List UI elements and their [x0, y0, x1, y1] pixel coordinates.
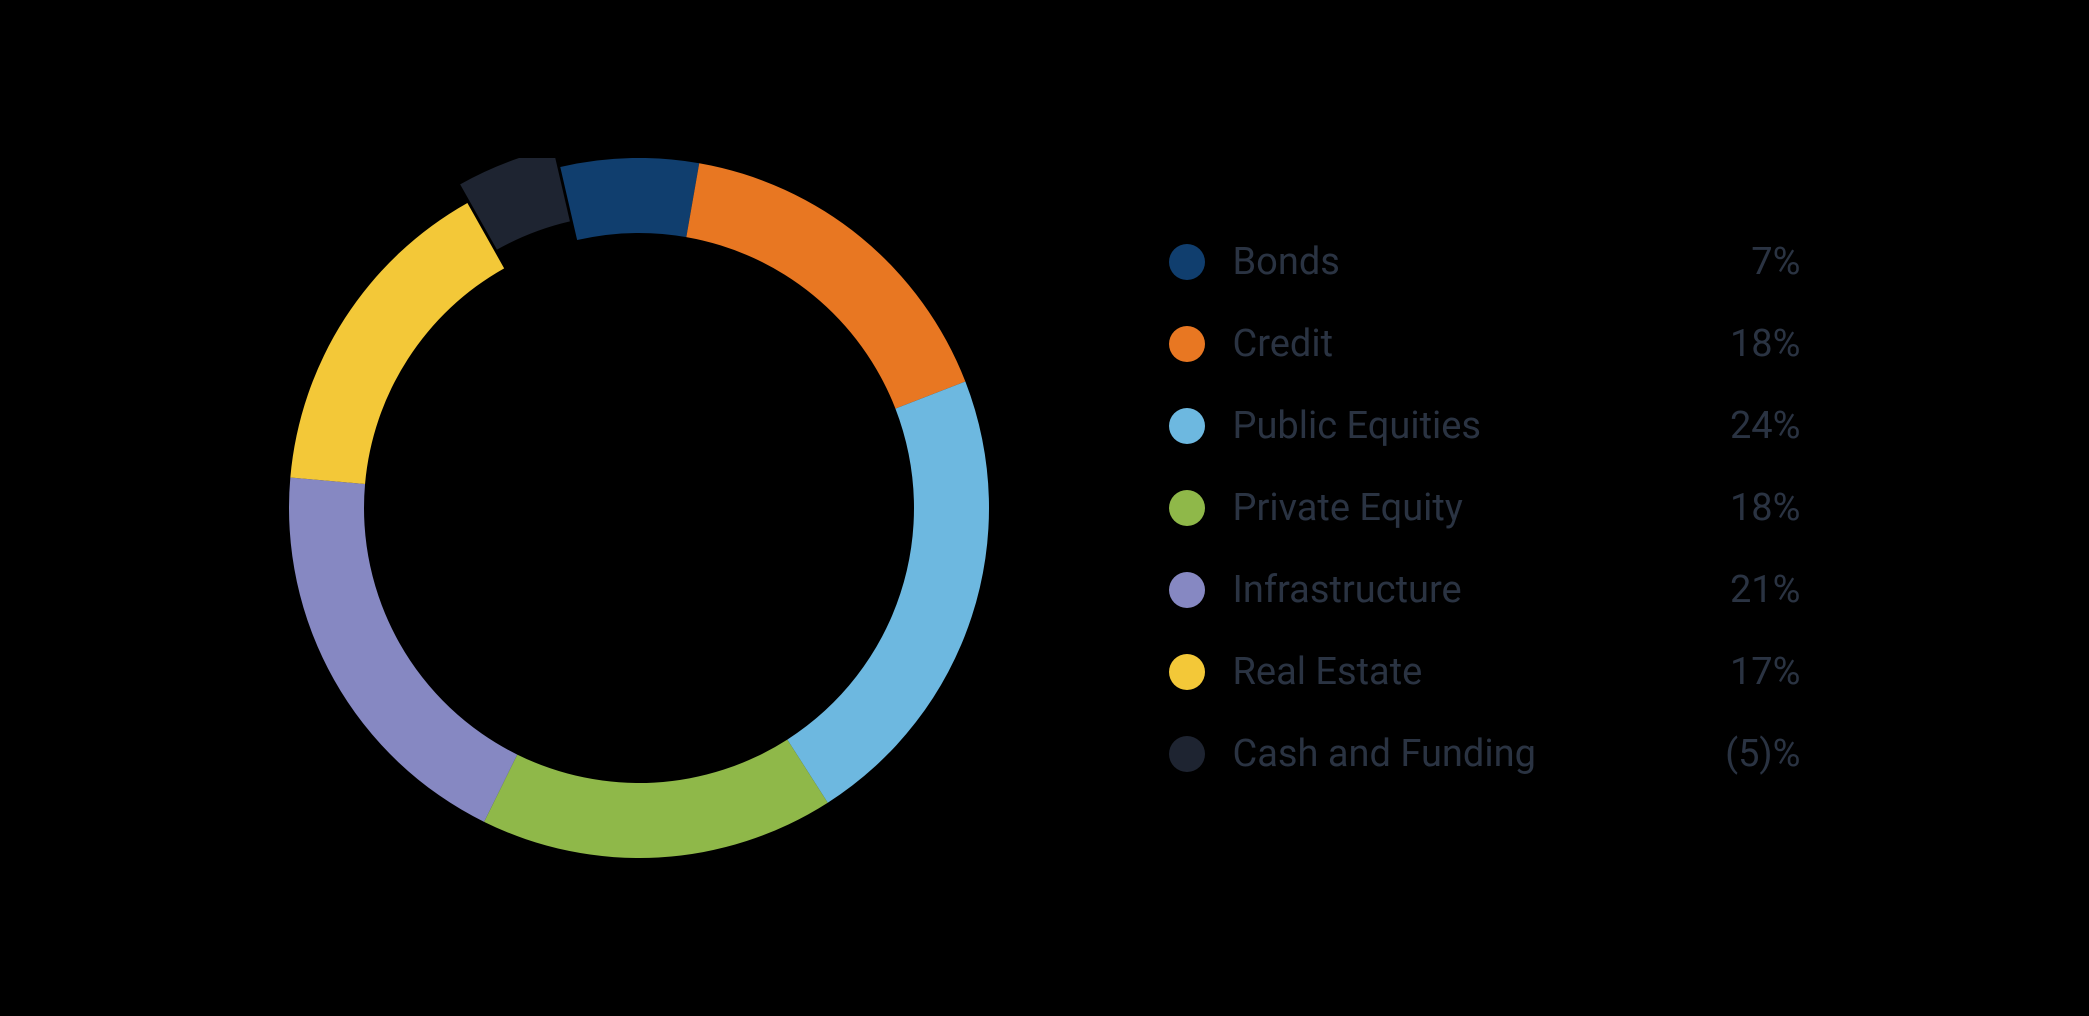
donut-chart	[289, 158, 989, 858]
legend-swatch	[1169, 408, 1205, 444]
donut-slice	[686, 163, 965, 408]
legend-row: Infrastructure 21%	[1169, 568, 1801, 612]
legend-value: 21%	[1681, 568, 1801, 612]
donut-slice	[560, 158, 699, 240]
legend-row: Public Equities 24%	[1169, 404, 1801, 448]
legend-value: 18%	[1681, 322, 1801, 366]
legend-swatch	[1169, 736, 1205, 772]
legend-swatch	[1169, 326, 1205, 362]
legend-value: (5)%	[1681, 732, 1801, 776]
legend-label: Credit	[1233, 322, 1653, 366]
legend-label: Public Equities	[1233, 404, 1653, 448]
donut-slice	[290, 203, 504, 484]
legend-value: 7%	[1681, 240, 1801, 284]
legend-value: 18%	[1681, 486, 1801, 530]
legend-label: Bonds	[1233, 240, 1653, 284]
legend-value: 24%	[1681, 404, 1801, 448]
legend-value: 17%	[1681, 650, 1801, 694]
legend-row: Bonds 7%	[1169, 240, 1801, 284]
legend-label: Private Equity	[1233, 486, 1653, 530]
legend-row: Credit 18%	[1169, 322, 1801, 366]
donut-slice	[484, 740, 828, 858]
legend-row: Private Equity 18%	[1169, 486, 1801, 530]
legend-swatch	[1169, 490, 1205, 526]
donut-slice	[289, 477, 517, 821]
legend-swatch	[1169, 654, 1205, 690]
legend-swatch	[1169, 572, 1205, 608]
allocation-chart: Bonds 7% Credit 18% Public Equities 24% Privat…	[289, 158, 1801, 858]
legend-label: Real Estate	[1233, 650, 1653, 694]
legend-swatch	[1169, 244, 1205, 280]
chart-legend: Bonds 7% Credit 18% Public Equities 24% Privat…	[1169, 240, 1801, 776]
legend-label: Cash and Funding	[1233, 732, 1653, 776]
legend-row: Cash and Funding (5)%	[1169, 732, 1801, 776]
legend-label: Infrastructure	[1233, 568, 1653, 612]
donut-slice	[787, 382, 989, 803]
legend-row: Real Estate 17%	[1169, 650, 1801, 694]
